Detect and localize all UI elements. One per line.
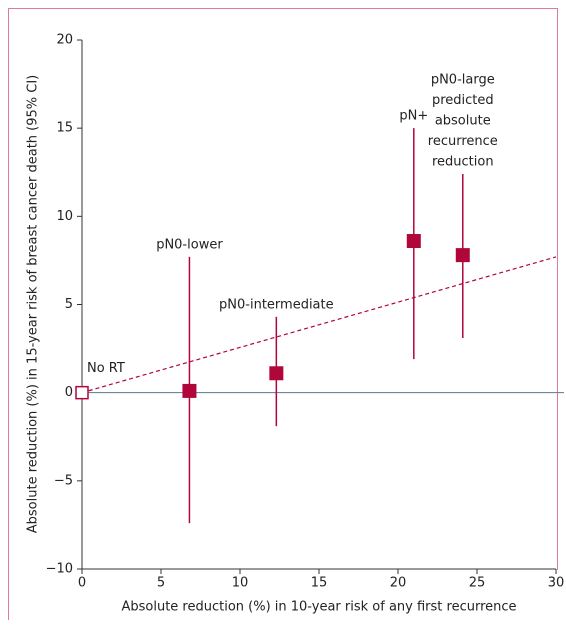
- point-label: absolute: [435, 114, 491, 129]
- x-tick-label: 25: [469, 576, 486, 591]
- point-label: pN0-intermediate: [219, 297, 334, 312]
- point-label: recurrence: [428, 134, 498, 149]
- y-tick-label: 0: [65, 385, 73, 400]
- trend-line: [81, 256, 557, 394]
- point: [269, 366, 284, 381]
- y-tick-label: 15: [56, 121, 73, 136]
- point: [182, 383, 197, 398]
- frame: [8, 8, 558, 620]
- x-tick-label: 0: [78, 576, 86, 591]
- y-axis-label: Absolute reduction (%) in 15-year risk o…: [26, 75, 41, 534]
- x-axis-label: Absolute reduction (%) in 10-year risk o…: [121, 600, 516, 615]
- point: [75, 385, 89, 400]
- y-tick-label: 5: [65, 297, 73, 312]
- point-label: pN0-lower: [156, 237, 223, 252]
- point: [455, 248, 470, 263]
- point-label: predicted: [432, 93, 494, 108]
- point-label: reduction: [432, 155, 494, 170]
- x-tick-label: 10: [232, 576, 249, 591]
- point-label: pN0-large: [431, 73, 495, 88]
- point-label: pN+: [399, 109, 428, 124]
- x-tick-label: 20: [390, 576, 407, 591]
- y-tick-label: 10: [56, 209, 73, 224]
- point-label: No RT: [87, 361, 125, 376]
- x-tick-label: 15: [311, 576, 328, 591]
- x-tick-label: 30: [548, 576, 565, 591]
- point: [406, 234, 421, 249]
- y-tick-label: −5: [54, 473, 73, 488]
- y-tick-label: 20: [56, 33, 73, 48]
- x-tick-label: 5: [157, 576, 165, 591]
- y-tick-label: −10: [46, 562, 73, 577]
